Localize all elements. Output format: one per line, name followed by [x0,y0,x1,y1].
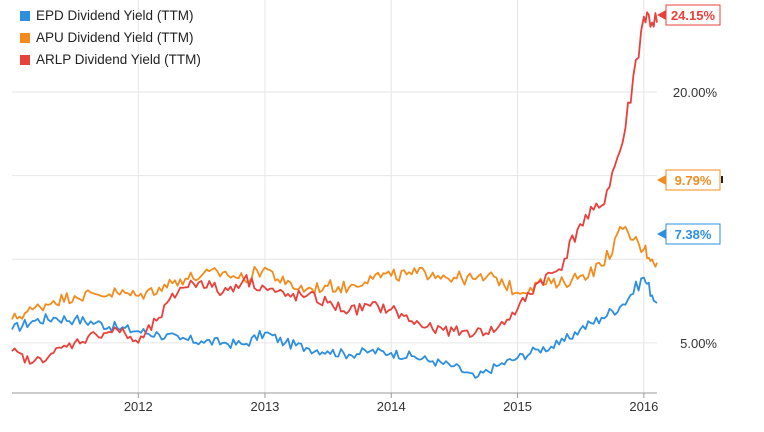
legend: EPD Dividend Yield (TTM) APU Dividend Yie… [20,8,201,67]
end-label-value: 9.79% [675,173,712,188]
end-label-pointer [657,10,666,20]
end-label-value: 7.38% [675,227,712,242]
series-line-epd [11,276,658,379]
y-tick-label: 5.00% [680,336,717,351]
y-tick-label: 20.00% [673,85,718,100]
end-label-pointer [657,229,666,239]
series-layer [11,11,658,379]
x-tick-label: 2015 [503,399,532,414]
x-tick-label: 2013 [250,399,279,414]
x-tick-label: 2016 [629,399,658,414]
end-label-box [665,169,721,191]
legend-swatch [20,55,30,65]
end-label-box [665,223,721,245]
end-labels: 24.15% 9.79% 7.38% [657,4,723,245]
end-label-pointer [657,175,666,185]
legend-swatch [20,33,30,43]
plot-area [12,0,657,393]
legend-label: APU Dividend Yield (TTM) [36,30,194,45]
x-tick-label: 2012 [124,399,153,414]
series-line-arlp [11,11,658,365]
end-label-box [665,4,721,26]
legend-label: ARLP Dividend Yield (TTM) [36,52,201,67]
end-label-value: 24.15% [671,8,716,23]
label-marker [721,176,723,183]
legend-swatch [20,11,30,21]
grid-layer [12,0,657,393]
series-line-apu [11,225,658,320]
legend-label: EPD Dividend Yield (TTM) [36,8,194,23]
x-tick-label: 2014 [377,399,406,414]
